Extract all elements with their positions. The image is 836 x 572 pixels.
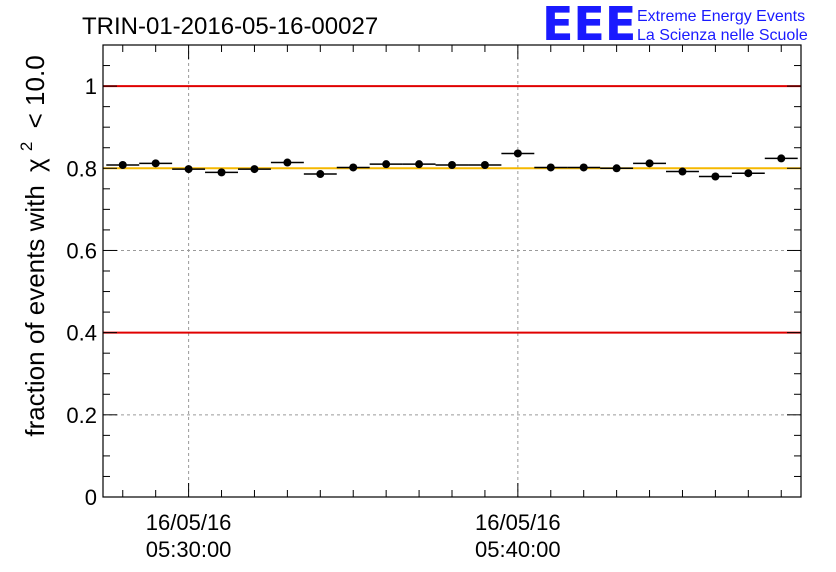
data-point — [764, 154, 798, 163]
x-tick-time: 05:40:00 — [475, 537, 561, 562]
data-point — [205, 168, 238, 177]
data-point — [139, 159, 173, 168]
data-point-marker — [118, 160, 127, 169]
data-point-marker — [316, 170, 325, 179]
data-point — [534, 163, 568, 172]
data-point — [435, 160, 469, 169]
data-point-marker — [415, 160, 424, 169]
data-point-marker — [448, 160, 456, 169]
data-point — [731, 169, 765, 178]
data-point-marker — [217, 168, 226, 177]
data-points — [106, 149, 798, 181]
data-point — [336, 163, 370, 172]
data-point-marker — [250, 165, 259, 174]
data-point-marker — [612, 164, 621, 173]
y-tick-label: 0.6 — [66, 238, 97, 263]
data-point-marker — [645, 159, 654, 168]
data-point — [666, 167, 699, 176]
data-point-marker — [777, 154, 786, 163]
data-point-marker — [349, 163, 358, 172]
run-title: TRIN-01-2016-05-16-00027 — [82, 13, 378, 40]
y-axis: 0 0.2 0.4 0.6 0.8 1 — [66, 44, 801, 510]
data-point — [303, 170, 337, 179]
x-tick-time: 05:30:00 — [146, 537, 232, 562]
data-point — [402, 160, 436, 169]
data-point — [567, 163, 601, 172]
data-point — [237, 165, 271, 174]
data-point — [501, 149, 535, 158]
eee-logo: EEE Extreme Energy Events La Scienza nel… — [542, 0, 808, 51]
reference-lines — [103, 85, 801, 334]
grid — [103, 45, 801, 497]
data-point — [369, 160, 403, 169]
y-tick-label: 0 — [85, 485, 97, 510]
y-tick-label: 0.2 — [66, 403, 97, 428]
data-point-marker — [579, 163, 588, 172]
logo-line-1: Extreme Energy Events — [637, 8, 805, 25]
y-tick-label: 0.4 — [66, 321, 97, 346]
x-tick-date: 16/05/16 — [475, 510, 561, 535]
data-point-marker — [678, 167, 687, 176]
y-tick-label: 0.8 — [66, 156, 97, 181]
data-point — [468, 160, 502, 169]
data-point-marker — [151, 159, 160, 168]
data-point-marker — [283, 158, 292, 167]
data-point — [633, 159, 667, 168]
data-point-marker — [382, 160, 391, 169]
data-point-marker — [711, 172, 720, 181]
data-point — [600, 164, 634, 173]
logo-line-2: La Scienza nelle Scuole — [637, 27, 808, 44]
data-point-marker — [513, 149, 522, 158]
y-tick-label: 1 — [85, 74, 97, 99]
y-axis-label: fraction of events with χ 2 < 10.0 — [8, 55, 50, 436]
data-point — [698, 172, 732, 181]
data-point-marker — [546, 163, 555, 172]
data-point — [270, 158, 304, 167]
data-point-marker — [744, 169, 753, 178]
plot-frame — [102, 44, 802, 498]
data-point — [172, 165, 206, 174]
data-point-marker — [480, 160, 489, 169]
logo-letters: EEE — [542, 0, 636, 51]
data-point-marker — [184, 165, 193, 174]
data-point — [106, 160, 140, 169]
x-tick-date: 16/05/16 — [146, 510, 232, 535]
y-axis-label-text: fraction of events with χ 2 < 10.0 — [8, 55, 50, 436]
